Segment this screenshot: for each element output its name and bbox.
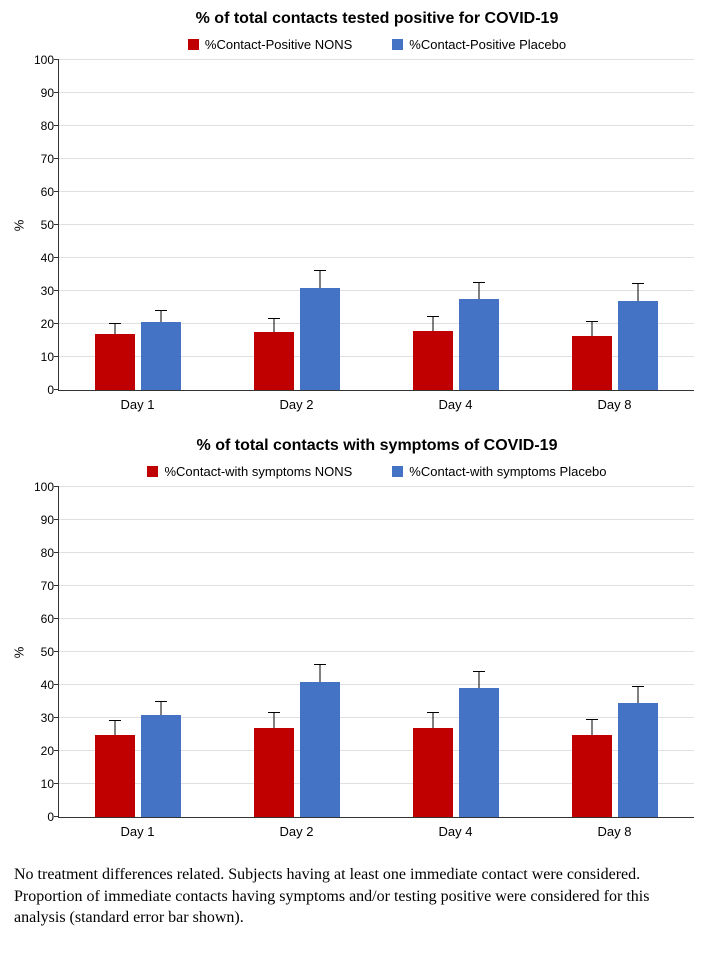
- legend-swatch: [392, 39, 403, 50]
- bar: [459, 299, 499, 390]
- y-tick-label: 90: [41, 86, 54, 100]
- legend-item: %Contact-Positive NONS: [188, 36, 352, 52]
- legend: %Contact-Positive NONS %Contact-Positive …: [10, 36, 704, 52]
- chart-title: % of total contacts with symptoms of COV…: [10, 437, 704, 455]
- legend-label: %Contact-with symptoms NONS: [164, 464, 352, 479]
- category-group: [535, 487, 694, 817]
- y-tick-label: 30: [41, 711, 54, 725]
- category-group: [59, 60, 218, 390]
- y-tick-label: 20: [41, 744, 54, 758]
- bar: [459, 688, 499, 817]
- y-tick-label: 50: [41, 218, 54, 232]
- x-tick-label: Day 4: [376, 818, 535, 839]
- y-tick-label: 50: [41, 645, 54, 659]
- legend-swatch: [147, 466, 158, 477]
- caption: No treatment differences related. Subjec…: [10, 864, 704, 929]
- y-tick-label: 40: [41, 678, 54, 692]
- bar: [254, 332, 294, 390]
- x-tick-label: Day 8: [535, 818, 694, 839]
- legend-label: %Contact-Positive Placebo: [409, 37, 566, 52]
- bar: [300, 682, 340, 817]
- y-tick-label: 70: [41, 152, 54, 166]
- bar: [572, 336, 612, 390]
- bar: [572, 735, 612, 818]
- bar: [95, 735, 135, 818]
- bar: [95, 334, 135, 390]
- plot-area: [58, 487, 694, 818]
- y-tick-label: 10: [41, 350, 54, 364]
- chart-title: % of total contacts tested positive for …: [10, 10, 704, 28]
- category-group: [218, 487, 377, 817]
- bar: [141, 322, 181, 390]
- y-tick-label: 30: [41, 284, 54, 298]
- x-tick-label: Day 2: [217, 818, 376, 839]
- y-tick-label: 80: [41, 119, 54, 133]
- x-tick-label: Day 8: [535, 391, 694, 412]
- legend-item: %Contact-with symptoms NONS: [147, 463, 352, 479]
- y-tick-label: 100: [34, 53, 54, 67]
- category-group: [377, 60, 536, 390]
- y-tick-label: 70: [41, 579, 54, 593]
- category-group: [377, 487, 536, 817]
- legend-item: %Contact-with symptoms Placebo: [392, 463, 606, 479]
- y-axis-label: %: [12, 220, 27, 232]
- plot-area: [58, 60, 694, 391]
- legend-label: %Contact-with symptoms Placebo: [409, 464, 606, 479]
- category-group: [535, 60, 694, 390]
- category-group: [59, 487, 218, 817]
- bar: [618, 301, 658, 390]
- bar: [300, 288, 340, 390]
- legend: %Contact-with symptoms NONS %Contact-with…: [10, 463, 704, 479]
- y-tick-label: 90: [41, 513, 54, 527]
- y-tick-label: 20: [41, 317, 54, 331]
- x-tick-label: Day 1: [58, 818, 217, 839]
- legend-swatch: [392, 466, 403, 477]
- bar: [254, 728, 294, 817]
- x-tick-label: Day 2: [217, 391, 376, 412]
- y-tick-label: 60: [41, 185, 54, 199]
- y-tick-label: 60: [41, 612, 54, 626]
- bar: [413, 331, 453, 390]
- chart: % of total contacts tested positive for …: [10, 10, 704, 412]
- y-tick-label: 0: [47, 810, 54, 824]
- category-group: [218, 60, 377, 390]
- x-tick-label: Day 1: [58, 391, 217, 412]
- bar: [141, 715, 181, 817]
- x-tick-label: Day 4: [376, 391, 535, 412]
- y-tick-label: 10: [41, 777, 54, 791]
- y-axis-label: %: [12, 647, 27, 659]
- legend-label: %Contact-Positive NONS: [205, 37, 352, 52]
- chart: % of total contacts with symptoms of COV…: [10, 437, 704, 839]
- y-tick-label: 100: [34, 480, 54, 494]
- bar: [618, 703, 658, 817]
- y-tick-label: 40: [41, 251, 54, 265]
- bar: [413, 728, 453, 817]
- y-tick-label: 0: [47, 383, 54, 397]
- y-tick-label: 80: [41, 546, 54, 560]
- legend-item: %Contact-Positive Placebo: [392, 36, 566, 52]
- legend-swatch: [188, 39, 199, 50]
